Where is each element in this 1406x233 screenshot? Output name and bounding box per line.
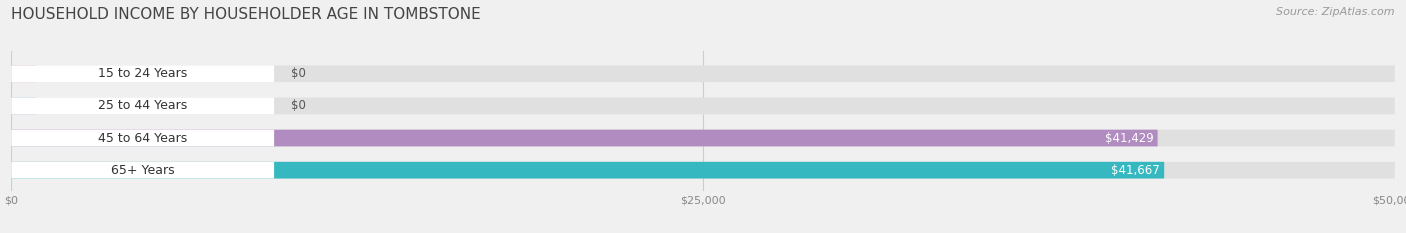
Text: $0: $0: [291, 99, 305, 112]
FancyBboxPatch shape: [11, 130, 1395, 146]
FancyBboxPatch shape: [11, 130, 1157, 146]
Text: 25 to 44 Years: 25 to 44 Years: [98, 99, 187, 112]
FancyBboxPatch shape: [11, 65, 1395, 82]
Text: $41,429: $41,429: [1105, 132, 1153, 144]
FancyBboxPatch shape: [11, 162, 1395, 178]
FancyBboxPatch shape: [11, 162, 274, 178]
Text: 65+ Years: 65+ Years: [111, 164, 174, 177]
FancyBboxPatch shape: [11, 65, 37, 82]
FancyBboxPatch shape: [11, 98, 274, 114]
FancyBboxPatch shape: [11, 98, 37, 114]
FancyBboxPatch shape: [11, 130, 274, 146]
FancyBboxPatch shape: [11, 65, 274, 82]
Text: HOUSEHOLD INCOME BY HOUSEHOLDER AGE IN TOMBSTONE: HOUSEHOLD INCOME BY HOUSEHOLDER AGE IN T…: [11, 7, 481, 22]
Text: 15 to 24 Years: 15 to 24 Years: [98, 67, 187, 80]
Text: $41,667: $41,667: [1111, 164, 1160, 177]
FancyBboxPatch shape: [11, 98, 1395, 114]
Text: Source: ZipAtlas.com: Source: ZipAtlas.com: [1277, 7, 1395, 17]
Text: 45 to 64 Years: 45 to 64 Years: [98, 132, 187, 144]
FancyBboxPatch shape: [11, 162, 1164, 178]
Text: $0: $0: [291, 67, 305, 80]
